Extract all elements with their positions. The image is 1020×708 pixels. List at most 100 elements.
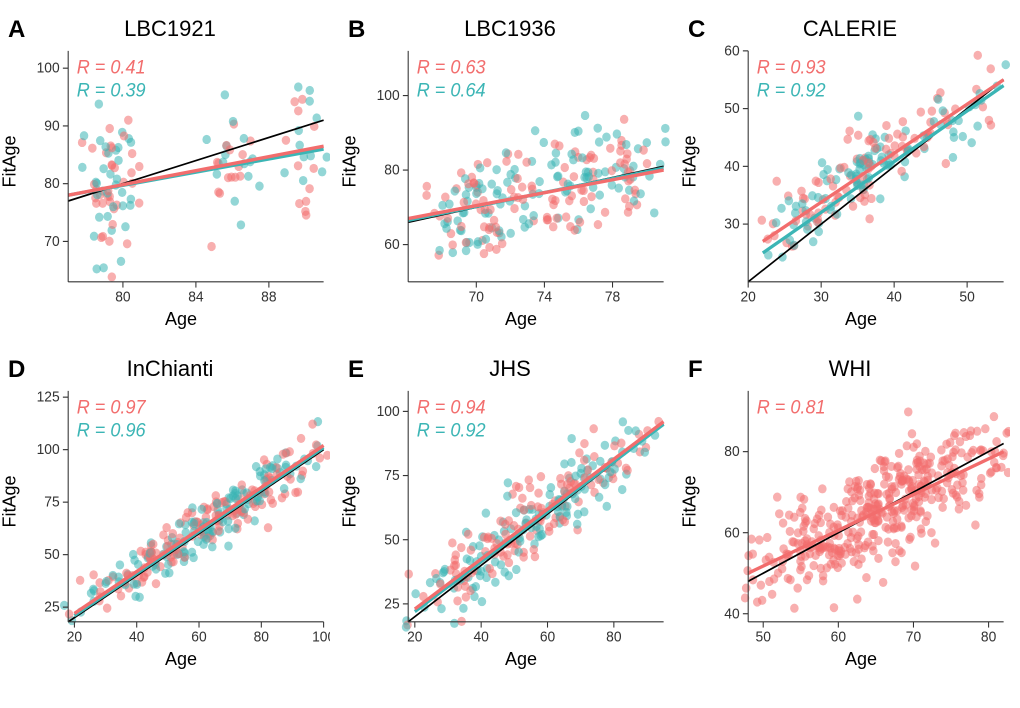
data-point [492, 222, 501, 231]
data-point [874, 489, 883, 498]
data-point [622, 140, 631, 149]
panel-e: EJHSFitAge20406080255075100R = 0.94R = 0… [350, 360, 670, 670]
data-point [958, 132, 967, 141]
data-point [594, 169, 603, 178]
panel-b: BLBC1936FitAge7074786080100R = 0.63R = 0… [350, 20, 670, 330]
data-point [560, 459, 569, 468]
data-point [474, 237, 483, 246]
data-point [530, 545, 539, 554]
data-point [535, 524, 544, 533]
panel-letter: D [8, 356, 25, 384]
data-point [587, 192, 596, 201]
plot-wrap: FitAge20406080255075100R = 0.94R = 0.92A… [350, 384, 670, 670]
data-point [620, 115, 629, 124]
data-point [794, 528, 803, 537]
svg-text:100: 100 [37, 60, 60, 77]
data-point [931, 538, 940, 547]
data-point [190, 519, 199, 528]
data-point [942, 159, 951, 168]
data-point [467, 545, 476, 554]
data-point [986, 64, 995, 73]
plot-wrap: FitAge808488708090100R = 0.41R = 0.39Age [10, 44, 330, 330]
correlation-labels: R = 0.63R = 0.64 [417, 56, 486, 101]
data-point [510, 204, 519, 213]
scatter-plot: 808488708090100R = 0.41R = 0.39 [32, 44, 330, 307]
data-point [483, 158, 492, 167]
data-point [562, 508, 571, 517]
data-point [809, 237, 818, 246]
data-point [843, 135, 852, 144]
data-point [594, 220, 603, 229]
r-value-red: R = 0.81 [757, 396, 826, 418]
data-point [520, 505, 529, 514]
data-point [899, 117, 908, 126]
data-point [256, 471, 265, 480]
data-point [117, 257, 126, 266]
data-point [809, 561, 818, 570]
data-point [555, 141, 564, 150]
data-point [216, 189, 225, 198]
data-point [95, 99, 104, 108]
data-point [790, 604, 799, 613]
data-point [939, 106, 948, 115]
data-point [661, 124, 670, 133]
data-point [829, 556, 838, 565]
data-point [904, 407, 913, 416]
data-point [535, 177, 544, 186]
r-value-red: R = 0.97 [77, 396, 147, 418]
data-point [578, 153, 587, 162]
data-point [610, 464, 619, 473]
data-point [529, 211, 538, 220]
svg-text:50: 50 [384, 532, 399, 549]
data-point [885, 473, 894, 482]
panel-c: CCALERIEFitAge2030405030405060R = 0.93R … [690, 20, 1010, 330]
data-point [221, 90, 230, 99]
data-point [549, 200, 558, 209]
r-value-teal: R = 0.92 [417, 419, 486, 441]
svg-text:80: 80 [115, 289, 130, 306]
data-point [854, 131, 863, 140]
data-point [197, 505, 206, 514]
data-point [323, 153, 330, 162]
data-point [870, 530, 879, 539]
x-axis: 20406080 [407, 622, 663, 646]
data-point [298, 95, 307, 104]
data-point [606, 144, 615, 153]
data-point [893, 506, 902, 515]
data-point [127, 168, 136, 177]
data-point [846, 544, 855, 553]
data-point [510, 165, 519, 174]
data-point [80, 131, 89, 140]
svg-text:80: 80 [981, 629, 996, 646]
data-point [567, 458, 576, 467]
data-point [908, 429, 917, 438]
data-point [534, 532, 543, 541]
data-point [805, 571, 814, 580]
data-point [323, 451, 330, 460]
data-point [951, 429, 960, 438]
data-point [230, 197, 239, 206]
data-point [586, 204, 595, 213]
data-point [849, 202, 858, 211]
data-point [842, 497, 851, 506]
data-point [522, 158, 531, 167]
data-point [202, 535, 211, 544]
data-point [507, 185, 516, 194]
data-point [897, 548, 906, 557]
fit-line-teal [74, 448, 323, 616]
data-point [601, 208, 610, 217]
data-point [785, 510, 794, 519]
svg-text:60: 60 [831, 629, 846, 646]
data-point [214, 526, 223, 535]
data-point [882, 145, 891, 154]
reference-line [68, 450, 323, 622]
svg-text:25: 25 [384, 596, 399, 613]
data-point [525, 475, 534, 484]
scatter-plot: 50607080406080R = 0.81 [712, 384, 1010, 647]
scatter-plot: 7074786080100R = 0.63R = 0.64 [372, 44, 670, 307]
data-point [116, 560, 125, 569]
data-point [301, 207, 310, 216]
data-point [923, 511, 932, 520]
data-point [108, 272, 117, 281]
data-point [133, 580, 142, 589]
